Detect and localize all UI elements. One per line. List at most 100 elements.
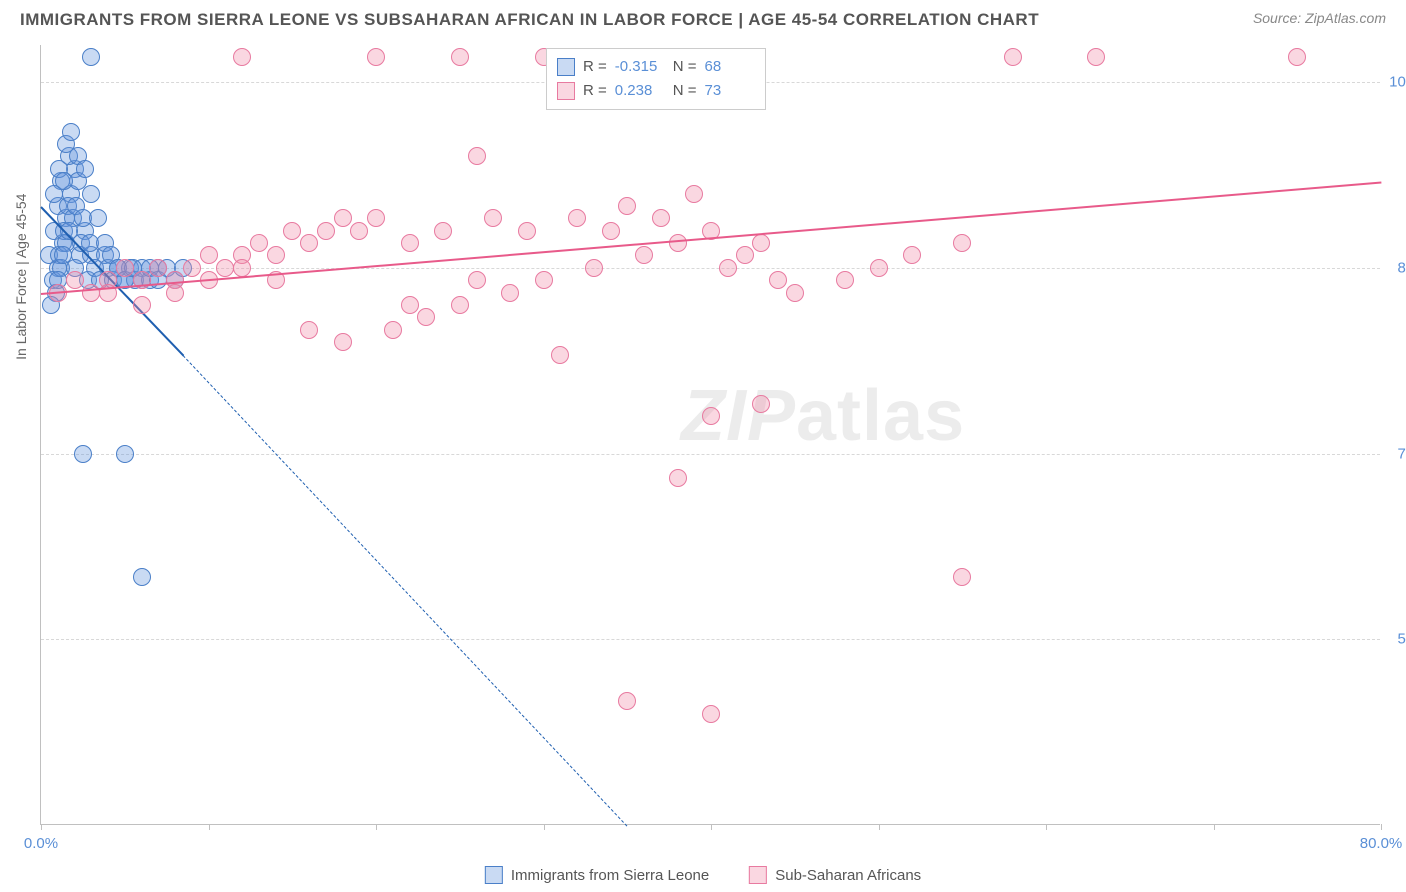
scatter-point (82, 284, 100, 302)
scatter-point (350, 222, 368, 240)
bottom-legend-label: Sub-Saharan Africans (775, 867, 921, 884)
scatter-point (367, 48, 385, 66)
scatter-point (585, 259, 603, 277)
scatter-point (736, 246, 754, 264)
watermark-zip: ZIP (681, 376, 796, 456)
r-value: 0.238 (615, 79, 665, 103)
x-tick (711, 824, 712, 830)
gridline (41, 454, 1380, 455)
scatter-point (55, 172, 73, 190)
scatter-point (635, 246, 653, 264)
scatter-point (300, 321, 318, 339)
scatter-point (116, 445, 134, 463)
scatter-point (752, 395, 770, 413)
scatter-point (89, 209, 107, 227)
gridline (41, 639, 1380, 640)
scatter-point (870, 259, 888, 277)
y-axis-label: In Labor Force | Age 45-54 (13, 193, 29, 359)
bottom-legend-item: Sub-Saharan Africans (749, 866, 921, 884)
legend-swatch (485, 866, 503, 884)
scatter-point (903, 246, 921, 264)
scatter-point (367, 209, 385, 227)
bottom-legend-item: Immigrants from Sierra Leone (485, 866, 709, 884)
scatter-point (451, 296, 469, 314)
trend-line (41, 181, 1381, 294)
source-label: Source: ZipAtlas.com (1253, 10, 1386, 26)
x-tick (376, 824, 377, 830)
chart-title: IMMIGRANTS FROM SIERRA LEONE VS SUBSAHAR… (20, 10, 1039, 30)
scatter-point (652, 209, 670, 227)
scatter-point (752, 234, 770, 252)
legend-stats-row: R = 0.238 N = 73 (557, 79, 755, 103)
scatter-point (468, 147, 486, 165)
y-tick-label: 70.0% (1385, 445, 1406, 462)
scatter-point (74, 445, 92, 463)
scatter-point (233, 259, 251, 277)
scatter-point (451, 48, 469, 66)
x-tick (879, 824, 880, 830)
scatter-point (1004, 48, 1022, 66)
n-label: N = (673, 55, 697, 79)
scatter-point (702, 705, 720, 723)
scatter-point (62, 123, 80, 141)
scatter-point (518, 222, 536, 240)
scatter-point (719, 259, 737, 277)
scatter-point (267, 246, 285, 264)
scatter-point (417, 308, 435, 326)
chart-plot-area: In Labor Force | Age 45-54 ZIPatlas 55.0… (40, 45, 1380, 825)
scatter-point (300, 234, 318, 252)
legend-swatch (749, 866, 767, 884)
scatter-point (618, 197, 636, 215)
scatter-point (82, 48, 100, 66)
bottom-legend: Immigrants from Sierra Leone Sub-Saharan … (485, 866, 921, 884)
scatter-point (602, 222, 620, 240)
r-label: R = (583, 79, 607, 103)
scatter-point (551, 346, 569, 364)
scatter-point (501, 284, 519, 302)
n-value: 68 (705, 55, 755, 79)
legend-stats-box: R = -0.315 N = 68R = 0.238 N = 73 (546, 48, 766, 110)
scatter-point (317, 222, 335, 240)
scatter-point (334, 333, 352, 351)
n-value: 73 (705, 79, 755, 103)
scatter-point (200, 246, 218, 264)
scatter-point (401, 234, 419, 252)
scatter-point (133, 296, 151, 314)
scatter-point (535, 271, 553, 289)
n-label: N = (673, 79, 697, 103)
scatter-point (434, 222, 452, 240)
scatter-point (618, 692, 636, 710)
scatter-point (468, 271, 486, 289)
scatter-point (233, 48, 251, 66)
scatter-point (702, 407, 720, 425)
x-tick (1046, 824, 1047, 830)
scatter-point (769, 271, 787, 289)
scatter-point (76, 160, 94, 178)
x-tick (209, 824, 210, 830)
scatter-point (384, 321, 402, 339)
scatter-point (283, 222, 301, 240)
scatter-point (669, 469, 687, 487)
scatter-point (116, 259, 134, 277)
legend-swatch (557, 82, 575, 100)
scatter-point (786, 284, 804, 302)
scatter-point (953, 234, 971, 252)
x-tick-label: 0.0% (24, 835, 58, 852)
x-tick (1381, 824, 1382, 830)
r-value: -0.315 (615, 55, 665, 79)
scatter-point (836, 271, 854, 289)
x-tick (41, 824, 42, 830)
legend-stats-row: R =-0.315N =68 (557, 55, 755, 79)
x-tick (544, 824, 545, 830)
x-tick (1214, 824, 1215, 830)
scatter-point (401, 296, 419, 314)
scatter-point (669, 234, 687, 252)
legend-swatch (557, 58, 575, 76)
bottom-legend-label: Immigrants from Sierra Leone (511, 867, 709, 884)
x-tick-label: 80.0% (1360, 835, 1403, 852)
scatter-point (1087, 48, 1105, 66)
scatter-point (1288, 48, 1306, 66)
scatter-point (334, 209, 352, 227)
scatter-point (250, 234, 268, 252)
scatter-point (568, 209, 586, 227)
